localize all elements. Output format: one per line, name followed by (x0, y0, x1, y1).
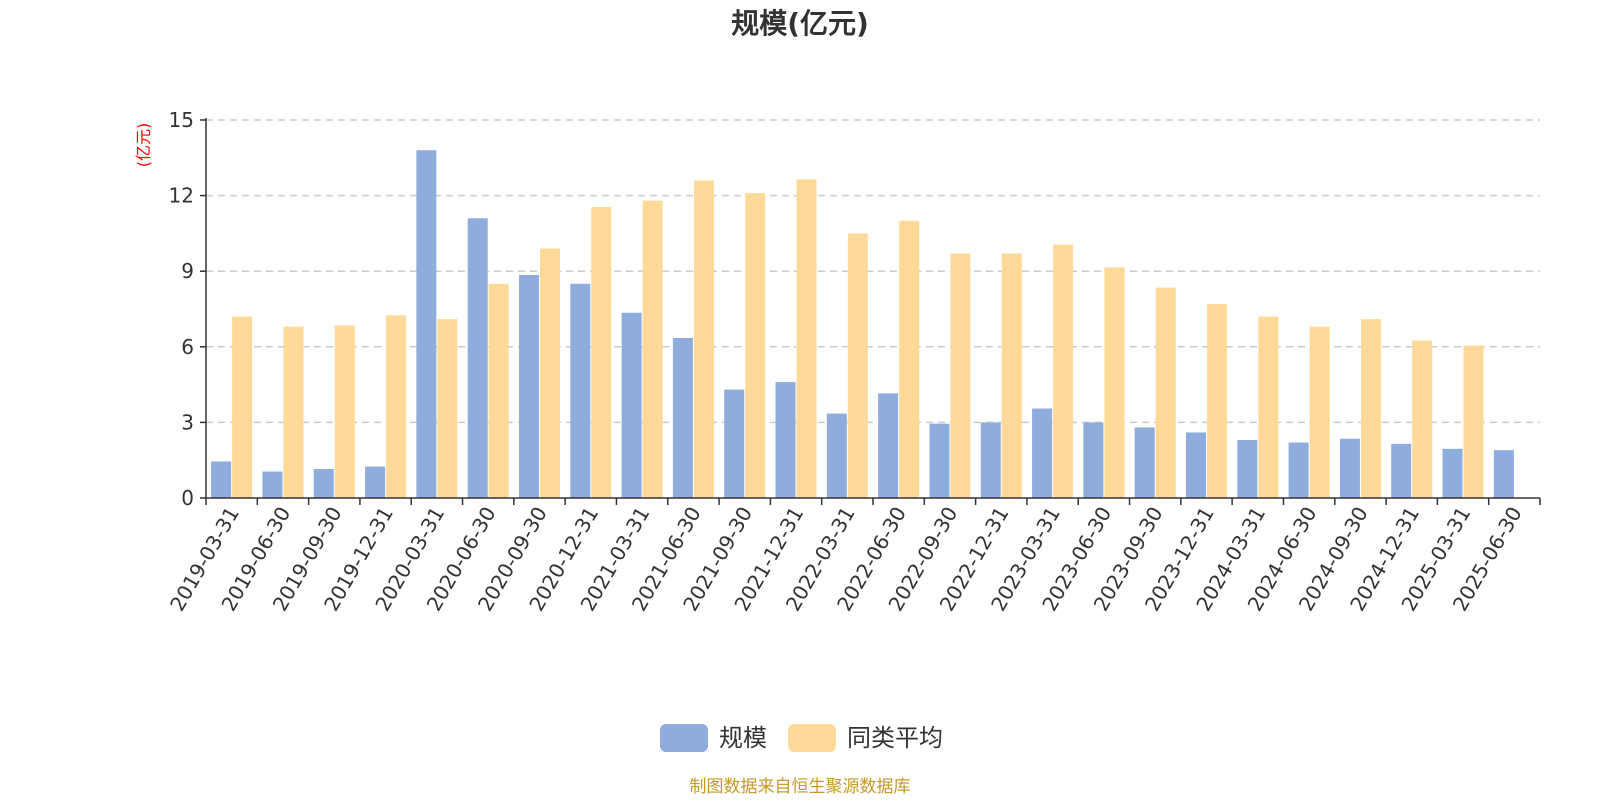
bar-scale[interactable] (826, 413, 847, 498)
bar-scale[interactable] (1288, 442, 1309, 498)
grid-lines (206, 119, 1540, 424)
bar-scale[interactable] (570, 283, 591, 498)
bar-peer-average[interactable] (283, 326, 304, 498)
bar-scale[interactable] (1237, 440, 1258, 498)
bar-peer-average[interactable] (745, 193, 766, 498)
bar-scale[interactable] (262, 471, 283, 498)
bar-peer-average[interactable] (1001, 253, 1022, 498)
bar-peer-average[interactable] (847, 233, 868, 498)
axes (205, 118, 1540, 499)
y-axis-unit-label: (亿元) (134, 123, 153, 168)
bar-scale[interactable] (1339, 438, 1360, 498)
bar-scale[interactable] (416, 150, 437, 499)
y-tick-label: 9 (181, 259, 194, 283)
bar-scale[interactable] (724, 389, 745, 498)
bar-peer-average[interactable] (1412, 340, 1433, 499)
y-tick-label: 6 (181, 335, 194, 359)
bar-peer-average[interactable] (1463, 345, 1484, 498)
bar-scale[interactable] (1032, 408, 1053, 498)
bar-peer-average[interactable] (437, 319, 458, 498)
y-tick-label: 3 (181, 410, 194, 434)
bar-peer-average[interactable] (1155, 287, 1176, 498)
bar-scale[interactable] (775, 382, 796, 498)
bar-scale[interactable] (467, 218, 488, 498)
legend-label-scale[interactable]: 规模 (719, 724, 767, 752)
y-tick-labels: 0 3 6 9 12 15 (169, 108, 206, 510)
y-tick-label: 15 (169, 108, 194, 132)
bar-peer-average[interactable] (1104, 267, 1125, 498)
bar-peer-average[interactable] (1053, 244, 1074, 498)
bar-scale[interactable] (878, 393, 899, 498)
bar-peer-average[interactable] (488, 283, 509, 498)
bar-scale[interactable] (211, 461, 232, 498)
bar-scale[interactable] (1186, 432, 1206, 498)
bar-peer-average[interactable] (1309, 326, 1330, 498)
legend-swatch-scale[interactable] (660, 724, 708, 752)
bar-peer-average[interactable] (1360, 319, 1381, 498)
bar-scale[interactable] (519, 274, 539, 498)
bar-scale[interactable] (365, 466, 386, 499)
bar-scale[interactable] (1442, 448, 1463, 498)
bar-scale[interactable] (1493, 450, 1514, 498)
bar-peer-average[interactable] (334, 325, 355, 498)
y-tick-label: 12 (169, 184, 194, 208)
bar-peer-average[interactable] (796, 179, 817, 498)
bar-scale[interactable] (621, 312, 642, 498)
bar-peer-average[interactable] (642, 200, 663, 498)
bar-peer-average[interactable] (899, 220, 920, 499)
legend: 规模 同类平均 (660, 724, 943, 752)
y-tick-label: 0 (181, 486, 194, 510)
bar-peer-average[interactable] (1258, 316, 1279, 498)
bar-peer-average[interactable] (386, 315, 407, 498)
legend-label-peer-average[interactable]: 同类平均 (847, 724, 943, 752)
bar-scale[interactable] (1083, 422, 1104, 498)
chart-title: 规模(亿元) (731, 7, 869, 40)
bar-peer-average[interactable] (950, 253, 971, 498)
bar-scale[interactable] (672, 337, 693, 498)
bar-scale[interactable] (1134, 427, 1155, 498)
bar-scale[interactable] (929, 423, 950, 498)
legend-swatch-peer-average[interactable] (788, 724, 836, 752)
bar-scale[interactable] (980, 422, 1001, 498)
bar-peer-average[interactable] (591, 206, 612, 498)
bars (211, 150, 1514, 499)
bar-peer-average[interactable] (693, 180, 714, 499)
source-note: 制图数据来自恒生聚源数据库 (690, 777, 911, 797)
bar-peer-average[interactable] (540, 248, 560, 498)
bar-scale[interactable] (1391, 443, 1412, 498)
bar-peer-average[interactable] (1207, 303, 1227, 498)
x-tick-labels: 2019-03-312019-06-302019-09-302019-12-31… (165, 498, 1541, 615)
bar-scale[interactable] (313, 469, 334, 498)
bar-peer-average[interactable] (232, 316, 253, 498)
